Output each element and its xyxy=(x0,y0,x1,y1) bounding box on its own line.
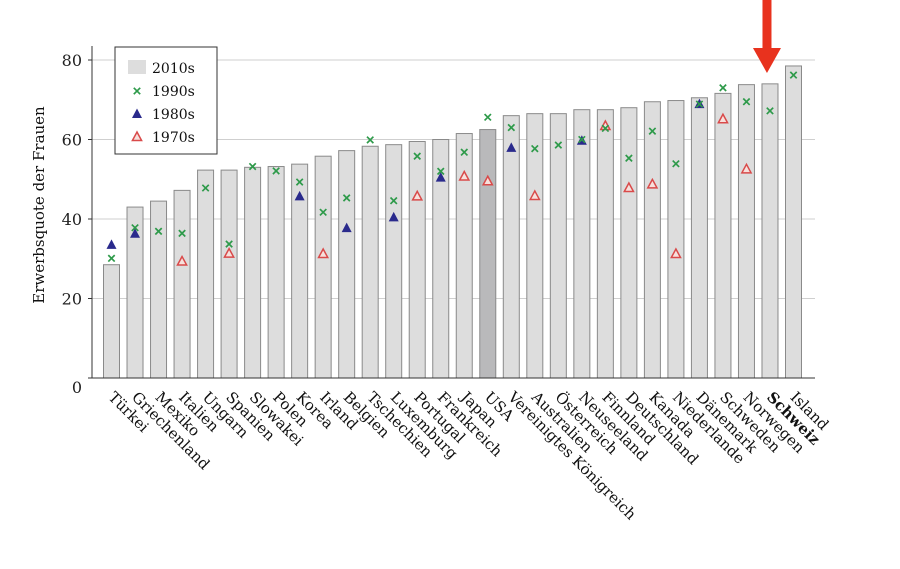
marker-1970s-Italien xyxy=(176,254,188,266)
marker-1980s-Luxemburg xyxy=(388,211,399,222)
marker-1970s-Portugal xyxy=(411,189,424,201)
legend-marker-1980s xyxy=(132,108,142,118)
marker-1990s-Norwegen xyxy=(742,97,751,106)
y-axis-label: Erwerbsquote der Frauen xyxy=(30,106,48,304)
marker-1990s-Luxemburg xyxy=(389,196,398,205)
bar-Irland xyxy=(314,155,332,379)
bar-Kanada xyxy=(643,101,661,379)
bar-Tschechien xyxy=(361,145,379,379)
legend: 2010s 1990s 1980s 1970s xyxy=(114,46,218,155)
legend-label: 1990s xyxy=(152,84,195,100)
marker-1980s-Belgien xyxy=(341,222,352,233)
bar-Deutschland xyxy=(620,107,638,379)
legend-marker-1990s xyxy=(133,87,141,95)
marker-1990s-Portugal xyxy=(413,152,422,160)
bar-Schweiz xyxy=(761,83,779,379)
bar-Spanien xyxy=(220,169,238,379)
marker-1970s-Schweden xyxy=(717,112,729,124)
bar-Luxemburg xyxy=(385,144,403,379)
marker-1990s-Niederlande xyxy=(672,159,680,168)
bar-Ungarn xyxy=(197,169,215,379)
marker-series xyxy=(106,71,798,266)
bar-Slowakei xyxy=(244,166,262,379)
bar-Mexiko xyxy=(150,200,168,379)
marker-1990s-Griechenland xyxy=(131,223,139,232)
bar-Polen xyxy=(267,166,285,379)
marker-1990s-Korea xyxy=(295,178,304,186)
legend-label: 1980s xyxy=(152,107,195,123)
marker-1980s-Frankreich xyxy=(435,172,446,182)
highlight-arrow-icon xyxy=(752,0,781,73)
marker-1990s-Australien xyxy=(531,144,539,153)
marker-1990s-Deutschland xyxy=(625,154,633,162)
marker-1970s-Irland xyxy=(317,247,330,259)
marker-1980s-Vereinigtes Königreich xyxy=(506,142,517,152)
bar-Norwegen xyxy=(737,84,755,379)
marker-1980s-Korea xyxy=(294,190,305,201)
marker-1970s-Kanada xyxy=(646,177,659,189)
bar-Österreich xyxy=(549,113,567,379)
marker-1990s-Italien xyxy=(178,229,186,238)
legend-marker-1970s xyxy=(131,130,143,142)
marker-1970s-USA xyxy=(481,174,494,186)
bar-Australien xyxy=(526,113,544,379)
marker-1990s-Slowakei xyxy=(248,162,257,171)
bar-Schweden xyxy=(714,92,732,379)
marker-1990s-Tschechien xyxy=(366,136,374,144)
y-tick-label: 60 xyxy=(62,131,82,150)
bar-USA xyxy=(479,129,497,379)
bar-Island xyxy=(785,65,802,379)
marker-1990s-Vereinigtes Königreich xyxy=(507,123,516,132)
marker-1990s-Ungarn xyxy=(201,184,210,192)
legend-label: 2010s xyxy=(152,61,195,77)
bar-Portugal xyxy=(408,140,426,379)
marker-1990s-Österreich xyxy=(554,141,563,149)
marker-1990s-Polen xyxy=(272,167,280,175)
marker-1970s-Japan xyxy=(458,169,471,181)
y-axis: 0 20 40 60 80 xyxy=(62,46,815,397)
marker-1990s-Spanien xyxy=(225,240,233,248)
legend-swatch-2010s xyxy=(128,60,146,74)
marker-1990s-Schweden xyxy=(719,84,727,92)
legend-label: 1970s xyxy=(152,130,195,146)
marker-1990s-USA xyxy=(483,113,492,122)
bar-Niederlande xyxy=(667,100,685,379)
marker-1990s-Finnland xyxy=(601,124,610,133)
marker-1990s-Mexiko xyxy=(154,227,163,236)
marker-1990s-Japan xyxy=(460,148,469,157)
bar-Neuseeland xyxy=(573,109,591,379)
y-tick-label: 40 xyxy=(62,210,82,229)
marker-1990s-Neuseeland xyxy=(578,135,586,144)
bar-Finnland xyxy=(596,109,614,379)
marker-1980s-Griechenland xyxy=(130,228,141,238)
marker-1990s-Kanada xyxy=(648,127,657,135)
bar-Dänemark xyxy=(690,97,708,379)
marker-1990s-Türkei xyxy=(107,254,116,263)
bar-Italien xyxy=(173,189,191,379)
y-tick-label: 0 xyxy=(72,378,82,397)
marker-1990s-Schweiz xyxy=(766,107,774,115)
bar-Belgien xyxy=(338,150,356,379)
marker-1970s-Deutschland xyxy=(623,181,635,193)
bar-Türkei xyxy=(103,264,120,379)
marker-1990s-Irland xyxy=(319,208,327,217)
marker-1980s-Türkei xyxy=(106,239,117,249)
marker-1970s-Norwegen xyxy=(740,162,753,174)
bar-Vereinigtes Königreich xyxy=(502,115,520,379)
y-tick-label: 20 xyxy=(62,290,82,309)
marker-1990s-Island xyxy=(789,71,798,79)
x-axis-category-labels: TürkeiGriechenlandMexikoItalienUngarnSpa… xyxy=(105,387,833,524)
marker-1970s-Spanien xyxy=(223,247,235,258)
marker-1990s-Frankreich xyxy=(436,167,445,176)
bar-series-2010s xyxy=(103,65,802,379)
marker-1970s-Australien xyxy=(528,189,541,201)
y-tick-label: 80 xyxy=(62,51,82,70)
marker-1990s-Dänemark xyxy=(695,100,704,108)
marker-1990s-Belgien xyxy=(342,194,351,202)
marker-1970s-Niederlande xyxy=(670,247,682,259)
